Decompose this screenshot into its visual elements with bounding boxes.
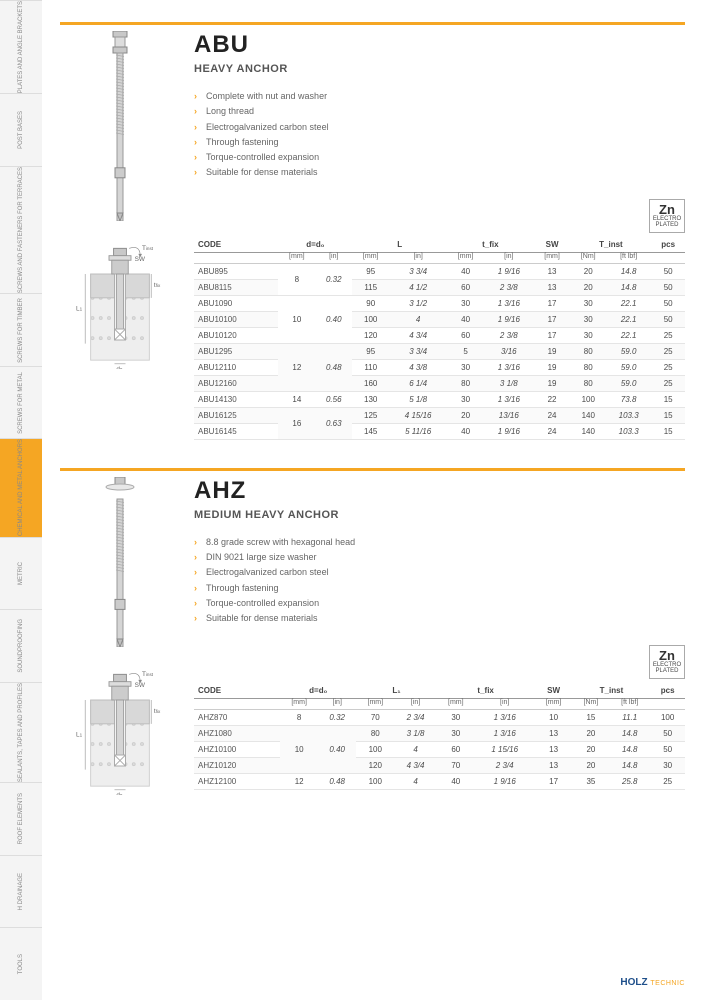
feature-item: Torque-controlled expansion [194, 150, 685, 165]
left-column: Tinst SW tfix L1 d0 [60, 477, 180, 795]
sidebar-item-label: SCREWS FOR TIMBER [18, 298, 25, 363]
accent-rule [60, 22, 685, 25]
svg-text:d0: d0 [116, 366, 123, 369]
table-row: ABU121101104 3/8301 3/16198059.025 [194, 359, 685, 375]
product-section: Tinst SW tfix L1 d0 AHZ MEDIUM HEAVY ANC… [60, 477, 685, 795]
table-row: ABU1090100.40903 1/2301 3/16173022.150 [194, 295, 685, 311]
sidebar-item-label: PLATES AND ANGLE BRACKETS [18, 1, 25, 93]
product-subtitle: MEDIUM HEAVY ANCHOR [194, 509, 685, 521]
sidebar-item[interactable]: SCREWS AND FASTENERS FOR TERRACES [0, 166, 42, 293]
feature-item: Electrogalvanized carbon steel [194, 120, 685, 135]
table-row: ABU16125160.631254 15/162013/1624140103.… [194, 407, 685, 423]
feature-list: 8.8 grade screw with hexagonal headDIN 9… [194, 535, 685, 627]
svg-text:SW: SW [135, 682, 146, 689]
spec-table: CODEd=d₀L₁t_fixSWT_instpcs[mm][in][mm][i… [194, 683, 685, 790]
sidebar-item-label: CHEMICAL AND METAL ANCHORS [18, 439, 25, 536]
table-row: ABU89580.32953 3/4401 9/16132014.850 [194, 263, 685, 279]
plating-badge: ZnELECTROPLATED [649, 645, 685, 679]
table-row: ABU101201204 3/4602 3/8173022.125 [194, 327, 685, 343]
right-column: AHZ MEDIUM HEAVY ANCHOR 8.8 grade screw … [194, 477, 685, 795]
footer-brand-sub: TECHNIC [650, 980, 685, 987]
sidebar-item-label: POST BASES [18, 111, 25, 149]
product-section: Tinst SW tfix L1 d0 ABU HEAVY ANCHOR Com… [60, 31, 685, 440]
feature-item: Electrogalvanized carbon steel [194, 565, 685, 580]
plating-badge: ZnELECTROPLATED [649, 199, 685, 233]
table-row: ABU81151154 1/2602 3/8132014.850 [194, 279, 685, 295]
bolt-illustration [99, 477, 141, 647]
svg-text:tfix: tfix [154, 282, 161, 289]
sidebar-item[interactable]: TOOLS [0, 927, 42, 1000]
table-row: ABU14130140.561305 1/8301 3/162210073.81… [194, 391, 685, 407]
feature-item: DIN 9021 large size washer [194, 550, 685, 565]
sidebar-item[interactable]: SOUNDPROOFING [0, 609, 42, 682]
sidebar-nav: PLATES AND ANGLE BRACKETS POST BASES SCREW… [0, 0, 42, 1000]
feature-item: Through fastening [194, 135, 685, 150]
table-row: AHZ101001004601 15/16132014.850 [194, 741, 685, 757]
install-diagram: Tinst SW tfix L1 d0 [65, 241, 175, 369]
table-row: AHZ87080.32702 3/4301 3/16101511.1100 [194, 709, 685, 725]
sidebar-item-label: METRIC [18, 562, 25, 585]
table-row: AHZ101201204 3/4702 3/4132014.830 [194, 757, 685, 773]
product-subtitle: HEAVY ANCHOR [194, 63, 685, 75]
sidebar-item[interactable]: PLATES AND ANGLE BRACKETS [0, 0, 42, 93]
feature-item: 8.8 grade screw with hexagonal head [194, 535, 685, 550]
sidebar-item[interactable]: ROOF ELEMENTS [0, 782, 42, 855]
accent-rule [60, 468, 685, 471]
feature-item: Complete with nut and washer [194, 89, 685, 104]
sidebar-item[interactable]: POST BASES [0, 93, 42, 166]
svg-text:tfix: tfix [154, 708, 161, 715]
table-row: AHZ1080100.40803 1/8301 3/16132014.850 [194, 725, 685, 741]
sidebar-item[interactable]: METRIC [0, 537, 42, 610]
svg-text:L1: L1 [76, 731, 83, 738]
table-row: AHZ12100120.481004401 9/16173525.825 [194, 773, 685, 789]
sidebar-item[interactable]: CHEMICAL AND METAL ANCHORS [0, 438, 42, 536]
sidebar-item-label: ROOF ELEMENTS [18, 793, 25, 844]
svg-text:d0: d0 [116, 792, 123, 795]
table-row: ABU161451455 11/16401 9/1624140103.315 [194, 423, 685, 439]
install-diagram: Tinst SW tfix L1 d0 [65, 667, 175, 795]
feature-item: Suitable for dense materials [194, 165, 685, 180]
table-row: ABU1295120.48953 3/453/16198059.025 [194, 343, 685, 359]
sidebar-item[interactable]: SCREWS FOR METAL [0, 366, 42, 439]
svg-text:SW: SW [135, 256, 146, 263]
product-title: AHZ [194, 477, 685, 505]
feature-item: Suitable for dense materials [194, 611, 685, 626]
page-content: Tinst SW tfix L1 d0 ABU HEAVY ANCHOR Com… [42, 0, 707, 1000]
feature-list: Complete with nut and washerLong threadE… [194, 89, 685, 181]
feature-item: Torque-controlled expansion [194, 596, 685, 611]
right-column: ABU HEAVY ANCHOR Complete with nut and w… [194, 31, 685, 440]
sidebar-item-label: SOUNDPROOFING [18, 619, 25, 673]
sidebar-item-label: SCREWS FOR METAL [18, 372, 25, 434]
product-title: ABU [194, 31, 685, 59]
sidebar-item[interactable]: SEALANTS, TAPES AND PROFILES [0, 682, 42, 782]
table-row: ABU101001004401 9/16173022.150 [194, 311, 685, 327]
sidebar-item-label: TOOLS [18, 954, 25, 974]
footer-brand: HOLZ TECHNIC [620, 977, 685, 988]
sidebar-item[interactable]: SCREWS FOR TIMBER [0, 293, 42, 366]
sidebar-item-label: SCREWS AND FASTENERS FOR TERRACES [18, 167, 25, 293]
feature-item: Through fastening [194, 581, 685, 596]
sidebar-item[interactable]: H DRAINAGE [0, 855, 42, 928]
sidebar-item-label: H DRAINAGE [18, 873, 25, 910]
feature-item: Long thread [194, 104, 685, 119]
sidebar-item-label: SEALANTS, TAPES AND PROFILES [18, 683, 25, 782]
bolt-illustration [99, 31, 141, 221]
svg-text:L1: L1 [76, 306, 83, 313]
left-column: Tinst SW tfix L1 d0 [60, 31, 180, 440]
table-row: ABU121601606 1/4803 1/8198059.025 [194, 375, 685, 391]
svg-text:Tinst: Tinst [142, 245, 154, 252]
spec-table: CODEd=d₀Lt_fixSWT_instpcs[mm][in][mm][in… [194, 237, 685, 440]
svg-text:Tinst: Tinst [142, 671, 154, 678]
footer-brand-name: HOLZ [620, 977, 647, 988]
